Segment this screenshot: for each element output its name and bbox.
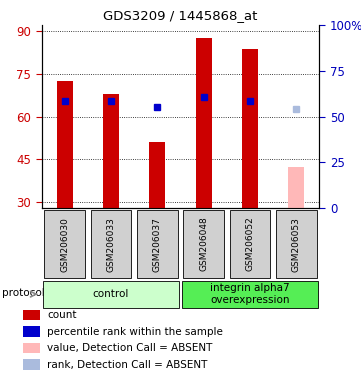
Text: integrin alpha7
overexpression: integrin alpha7 overexpression	[210, 283, 290, 305]
Bar	[23, 359, 40, 370]
Text: control: control	[93, 289, 129, 299]
Bar	[43, 281, 179, 308]
Text: GSM206030: GSM206030	[60, 217, 69, 271]
Bar	[23, 310, 40, 320]
Text: rank, Detection Call = ABSENT: rank, Detection Call = ABSENT	[47, 359, 207, 369]
Bar	[44, 210, 85, 278]
Text: GSM206048: GSM206048	[199, 217, 208, 271]
Text: GSM206033: GSM206033	[106, 217, 116, 271]
Bar	[183, 210, 224, 278]
Bar	[91, 210, 131, 278]
Bar	[230, 210, 270, 278]
Bar	[242, 49, 258, 208]
Title: GDS3209 / 1445868_at: GDS3209 / 1445868_at	[103, 9, 258, 22]
Bar	[182, 281, 318, 308]
Text: count: count	[47, 310, 77, 320]
Text: GSM206052: GSM206052	[245, 217, 255, 271]
Text: GSM206053: GSM206053	[292, 217, 301, 271]
Bar	[23, 343, 40, 353]
Text: percentile rank within the sample: percentile rank within the sample	[47, 326, 223, 337]
Bar	[57, 81, 73, 208]
Bar	[149, 142, 165, 208]
Text: protocol: protocol	[2, 288, 45, 298]
Bar	[288, 167, 304, 208]
Text: GSM206037: GSM206037	[153, 217, 162, 271]
Text: value, Detection Call = ABSENT: value, Detection Call = ABSENT	[47, 343, 212, 353]
Bar	[196, 38, 212, 208]
Bar	[23, 326, 40, 337]
Bar	[137, 210, 178, 278]
Bar	[276, 210, 317, 278]
Bar	[103, 94, 119, 208]
